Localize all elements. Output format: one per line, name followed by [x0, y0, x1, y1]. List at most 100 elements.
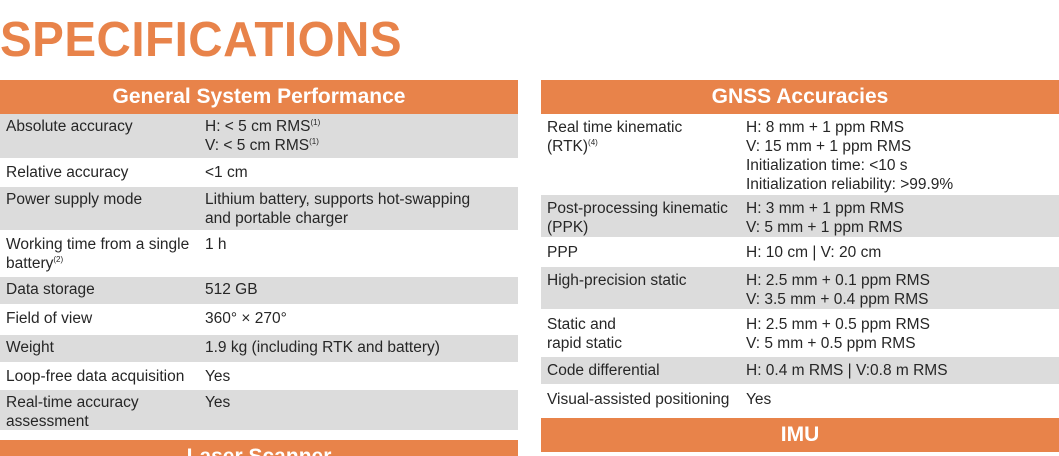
spec-value-text: and portable charger [205, 210, 349, 227]
spec-label-line: Real-time accuracy [6, 394, 139, 411]
spec-label-line: Visual-assisted positioning [547, 391, 730, 408]
spec-value-text: H: 10 cm | V: 20 cm [746, 244, 882, 261]
spec-label-line: Static and [547, 316, 616, 333]
spec-value: Yes [205, 367, 518, 388]
spec-value: H: < 5 cm RMS(1) V: < 5 cm RMS(1) [205, 117, 518, 158]
spec-value-line: 1.9 kg (including RTK and battery) [205, 338, 518, 357]
general-spec-row: Weight 1.9 kg (including RTK and battery) [0, 335, 518, 364]
spec-value-line: H: 8 mm + 1 ppm RMS [746, 118, 1059, 137]
spec-value-text: V: 5 mm + 1 ppm RMS [746, 219, 903, 236]
general-system-performance-table: General System Performance Absolute accu… [0, 80, 518, 432]
spec-label-line: battery [6, 255, 54, 272]
spec-value-line: 512 GB [205, 280, 518, 299]
spec-value: 1.9 kg (including RTK and battery) [205, 338, 518, 362]
spec-value-text: H: 0.4 m RMS | V:0.8 m RMS [746, 362, 948, 379]
spec-label-line: Real time kinematic [547, 119, 683, 136]
spec-label-line: Working time from a single [6, 236, 190, 253]
spec-value-line: V: 5 mm + 0.5 ppm RMS [746, 334, 1059, 353]
spec-value-text: H: 3 mm + 1 ppm RMS [746, 200, 905, 217]
spec-value-text: V: 3.5 mm + 0.4 ppm RMS [746, 291, 929, 308]
spec-label: Real time kinematic (RTK)(4) [541, 118, 746, 193]
general-spec-row: Field of view 360° × 270° [0, 306, 518, 335]
spec-value: H: 2.5 mm + 0.1 ppm RMS V: 3.5 mm + 0.4 p… [746, 271, 1059, 309]
gnss-spec-row: High-precision static H: 2.5 mm + 0.1 ppm… [541, 267, 1059, 311]
spec-label: Absolute accuracy [0, 117, 205, 158]
spec-value: <1 cm [205, 163, 518, 185]
spec-label: Loop-free data acquisition [0, 367, 205, 388]
spec-value: 1 h [205, 235, 518, 275]
spec-label-line: Field of view [6, 310, 93, 327]
imu-section-header: IMU [541, 418, 1059, 452]
laser-scanner-header-wrap: Laser Scanner [0, 440, 518, 456]
general-spec-row: Loop-free data acquisition Yes [0, 364, 518, 390]
spec-value-text: 1.9 kg (including RTK and battery) [205, 339, 440, 356]
spec-value-text: Yes [746, 391, 772, 408]
spec-value-line: V: < 5 cm RMS(1) [205, 136, 518, 155]
spec-value: H: 3 mm + 1 ppm RMS V: 5 mm + 1 ppm RMS [746, 199, 1059, 237]
spec-value-text: V: 5 mm + 0.5 ppm RMS [746, 335, 916, 352]
spec-label-line: assessment [6, 413, 89, 430]
spec-value-line: 360° × 270° [205, 309, 518, 328]
spec-label-line: Power supply mode [6, 191, 143, 208]
gnss-spec-row: Real time kinematic (RTK)(4) H: 8 mm + 1 p… [541, 114, 1059, 195]
spec-value-line: Initialization reliability: >99.9% [746, 175, 1059, 194]
gnss-spec-row: Post-processing kinematic (PPK) H: 3 mm + … [541, 195, 1059, 239]
spec-value-text: H: 2.5 mm + 0.1 ppm RMS [746, 272, 930, 289]
spec-label-line: Relative accuracy [6, 164, 129, 181]
spec-label-line: Absolute accuracy [6, 118, 133, 135]
spec-value-line: Yes [205, 367, 518, 386]
footnote-marker: (1) [309, 136, 319, 146]
spec-value-line: V: 3.5 mm + 0.4 ppm RMS [746, 290, 1059, 309]
spec-label-line: PPP [547, 244, 579, 261]
spec-value: H: 2.5 mm + 0.5 ppm RMS V: 5 mm + 0.5 ppm… [746, 315, 1059, 355]
spec-label: High-precision static [541, 271, 746, 309]
spec-value-line: H: 3 mm + 1 ppm RMS [746, 199, 1059, 218]
spec-value: Yes [205, 393, 518, 430]
gnss-spec-row: Code differential H: 0.4 m RMS | V:0.8 m … [541, 357, 1059, 386]
spec-value-text: Yes [205, 368, 231, 385]
spec-value-line: V: 15 mm + 1 ppm RMS [746, 137, 1059, 156]
spec-value-text: <1 cm [205, 164, 248, 181]
footnote-marker: (1) [310, 117, 321, 127]
spec-value: Lithium battery, supports hot-swapping an… [205, 190, 518, 230]
spec-label: Post-processing kinematic (PPK) [541, 199, 746, 237]
spec-value-line: Initialization time: <10 s [746, 156, 1059, 175]
spec-label: Real-time accuracy assessment [0, 393, 205, 430]
spec-value-text: H: 2.5 mm + 0.5 ppm RMS [746, 316, 930, 333]
spec-label: Working time from a single battery(2) [0, 235, 205, 275]
general-spec-row: Power supply mode Lithium battery, suppor… [0, 187, 518, 232]
spec-value: 512 GB [205, 280, 518, 304]
spec-label: Visual-assisted positioning [541, 390, 746, 412]
general-spec-row: Relative accuracy <1 cm [0, 160, 518, 187]
spec-label-line: Loop-free data acquisition [6, 368, 185, 385]
general-spec-row: Data storage 512 GB [0, 277, 518, 306]
spec-value: 360° × 270° [205, 309, 518, 333]
spec-label-line: Code differential [547, 362, 660, 379]
spec-label-line: (RTK) [547, 138, 589, 155]
spec-value-line: H: 0.4 m RMS | V:0.8 m RMS [746, 361, 1059, 380]
spec-label-line: Post-processing kinematic [547, 200, 728, 217]
spec-value-text: H: < 5 cm RMS [205, 118, 311, 135]
spec-value: H: 10 cm | V: 20 cm [746, 243, 1059, 265]
general-section-header: General System Performance [0, 80, 518, 114]
spec-label: Data storage [0, 280, 205, 304]
spec-value-text: H: 8 mm + 1 ppm RMS [746, 119, 905, 136]
spec-label-line: rapid static [547, 335, 622, 352]
footnote-marker: (2) [53, 254, 64, 264]
spec-label-line: Data storage [6, 281, 95, 298]
general-spec-row: Working time from a single battery(2) 1 h [0, 232, 518, 277]
gnss-rows: Real time kinematic (RTK)(4) H: 8 mm + 1 p… [541, 114, 1059, 414]
spec-value: H: 0.4 m RMS | V:0.8 m RMS [746, 361, 1059, 384]
general-rows: Absolute accuracy H: < 5 cm RMS(1) V: < 5 … [0, 114, 518, 432]
spec-label: Field of view [0, 309, 205, 333]
spec-value-line: H: 10 cm | V: 20 cm [746, 243, 1059, 262]
spec-value-line: 1 h [205, 235, 518, 254]
spec-value: H: 8 mm + 1 ppm RMS V: 15 mm + 1 ppm RMS I… [746, 118, 1059, 193]
spec-value-line: and portable charger [205, 209, 518, 228]
spec-value-line: V: 5 mm + 1 ppm RMS [746, 218, 1059, 237]
spec-value-line: Yes [746, 390, 1059, 409]
spec-value-text: 1 h [205, 236, 227, 253]
spec-value-line: H: 2.5 mm + 0.1 ppm RMS [746, 271, 1059, 290]
spec-value-line: Yes [205, 393, 518, 412]
spec-label-line: (PPK) [547, 219, 589, 236]
